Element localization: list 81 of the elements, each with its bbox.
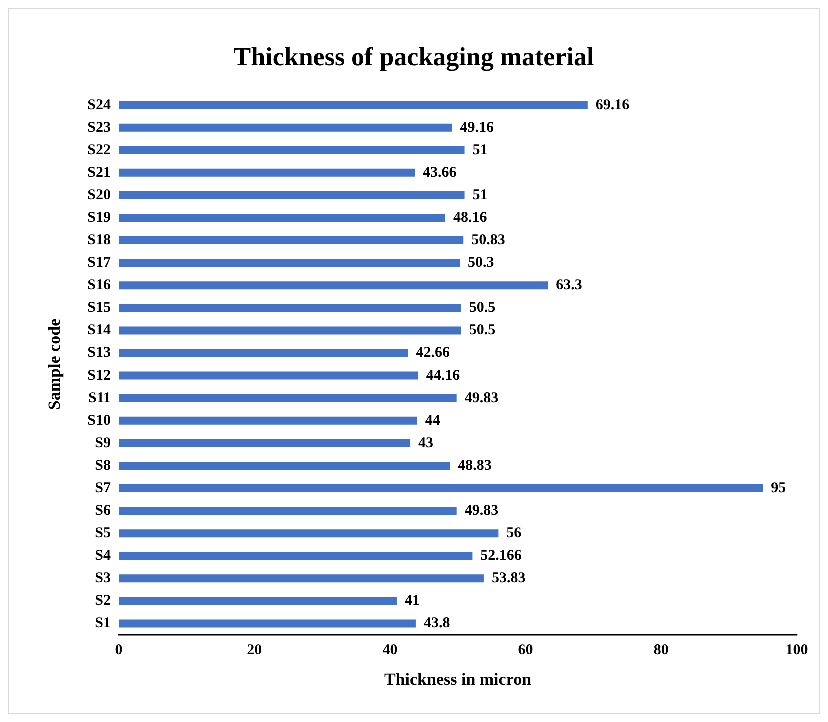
bar <box>119 349 408 358</box>
y-tick-label: S23 <box>88 120 111 136</box>
x-tick-label: 40 <box>382 642 398 658</box>
data-label: 41 <box>404 593 420 610</box>
bar <box>119 574 484 583</box>
chart-title: Thickness of packaging material <box>234 42 594 72</box>
data-label: 43.66 <box>423 164 458 181</box>
x-tick-label: 60 <box>518 642 534 658</box>
y-tick-label: S4 <box>95 548 112 564</box>
y-tick-label: S16 <box>88 278 112 294</box>
data-label: 63.3 <box>556 278 582 294</box>
y-tick-label: S22 <box>88 142 111 158</box>
y-tick-label: S13 <box>88 345 111 362</box>
y-tick-label: S8 <box>95 458 111 474</box>
data-label: 43.8 <box>424 616 450 632</box>
data-label: 53.83 <box>492 570 526 587</box>
data-label: 51 <box>472 187 488 204</box>
bar <box>119 530 499 538</box>
bar <box>119 236 464 245</box>
y-tick-label: S7 <box>95 480 112 496</box>
y-tick-label: S11 <box>88 390 111 406</box>
data-label: 49.83 <box>464 390 499 406</box>
x-tick-label: 80 <box>654 642 669 658</box>
x-tick-label: 20 <box>247 642 262 658</box>
y-axis-title: Sample code <box>45 318 64 410</box>
bar <box>119 439 411 448</box>
bar <box>119 484 764 492</box>
y-tick-label: S14 <box>88 322 112 339</box>
bar <box>119 416 418 425</box>
y-tick-label: S21 <box>88 164 111 181</box>
y-tick-label: S2 <box>95 593 111 610</box>
bar <box>119 552 473 560</box>
y-tick-label: S12 <box>88 368 111 384</box>
bar <box>119 146 465 154</box>
y-tick-label: S17 <box>88 255 112 272</box>
bar <box>119 168 416 177</box>
bar <box>119 597 397 606</box>
y-tick-label: S19 <box>88 210 111 226</box>
bar <box>119 620 416 628</box>
data-label: 49.16 <box>460 120 495 136</box>
data-label: 69.16 <box>596 97 630 114</box>
bar <box>119 191 465 200</box>
data-label: 50.5 <box>469 322 496 339</box>
bar <box>119 372 418 380</box>
x-axis-title: Thickness in micron <box>384 670 532 689</box>
data-label: 51 <box>472 142 488 158</box>
bar <box>119 259 460 268</box>
bar <box>119 507 457 516</box>
y-tick-label: S10 <box>88 412 111 429</box>
bar <box>119 304 462 312</box>
y-tick-label: S20 <box>88 187 111 204</box>
x-tick-label: 100 <box>786 642 808 658</box>
y-tick-label: S24 <box>88 97 112 114</box>
data-label: 48.16 <box>454 210 488 226</box>
bar <box>119 101 588 110</box>
y-tick-label: S1 <box>95 616 111 632</box>
data-label: 95 <box>771 480 786 496</box>
data-label: 50.3 <box>468 255 494 272</box>
data-label: 56 <box>506 526 522 542</box>
data-label: 44 <box>425 412 441 429</box>
y-tick-label: S6 <box>95 503 112 520</box>
bar <box>119 326 462 335</box>
data-label: 48.83 <box>458 458 492 474</box>
data-label: 50.5 <box>469 300 496 316</box>
x-tick-label: 0 <box>115 642 123 658</box>
bar <box>119 214 446 222</box>
y-tick-label: S18 <box>88 232 111 249</box>
data-label: 43 <box>418 435 434 452</box>
bar <box>119 394 457 402</box>
y-tick-label: S15 <box>88 300 111 316</box>
bar <box>119 124 452 132</box>
data-label: 49.83 <box>464 503 499 520</box>
y-tick-label: S9 <box>95 435 111 452</box>
data-label: 52.166 <box>480 548 522 564</box>
bar <box>119 282 548 290</box>
data-label: 44.16 <box>426 368 461 384</box>
y-tick-label: S5 <box>95 526 111 542</box>
data-label: 50.83 <box>472 232 506 249</box>
bar <box>119 462 450 470</box>
data-label: 42.66 <box>416 345 450 362</box>
y-tick-label: S3 <box>95 570 111 587</box>
